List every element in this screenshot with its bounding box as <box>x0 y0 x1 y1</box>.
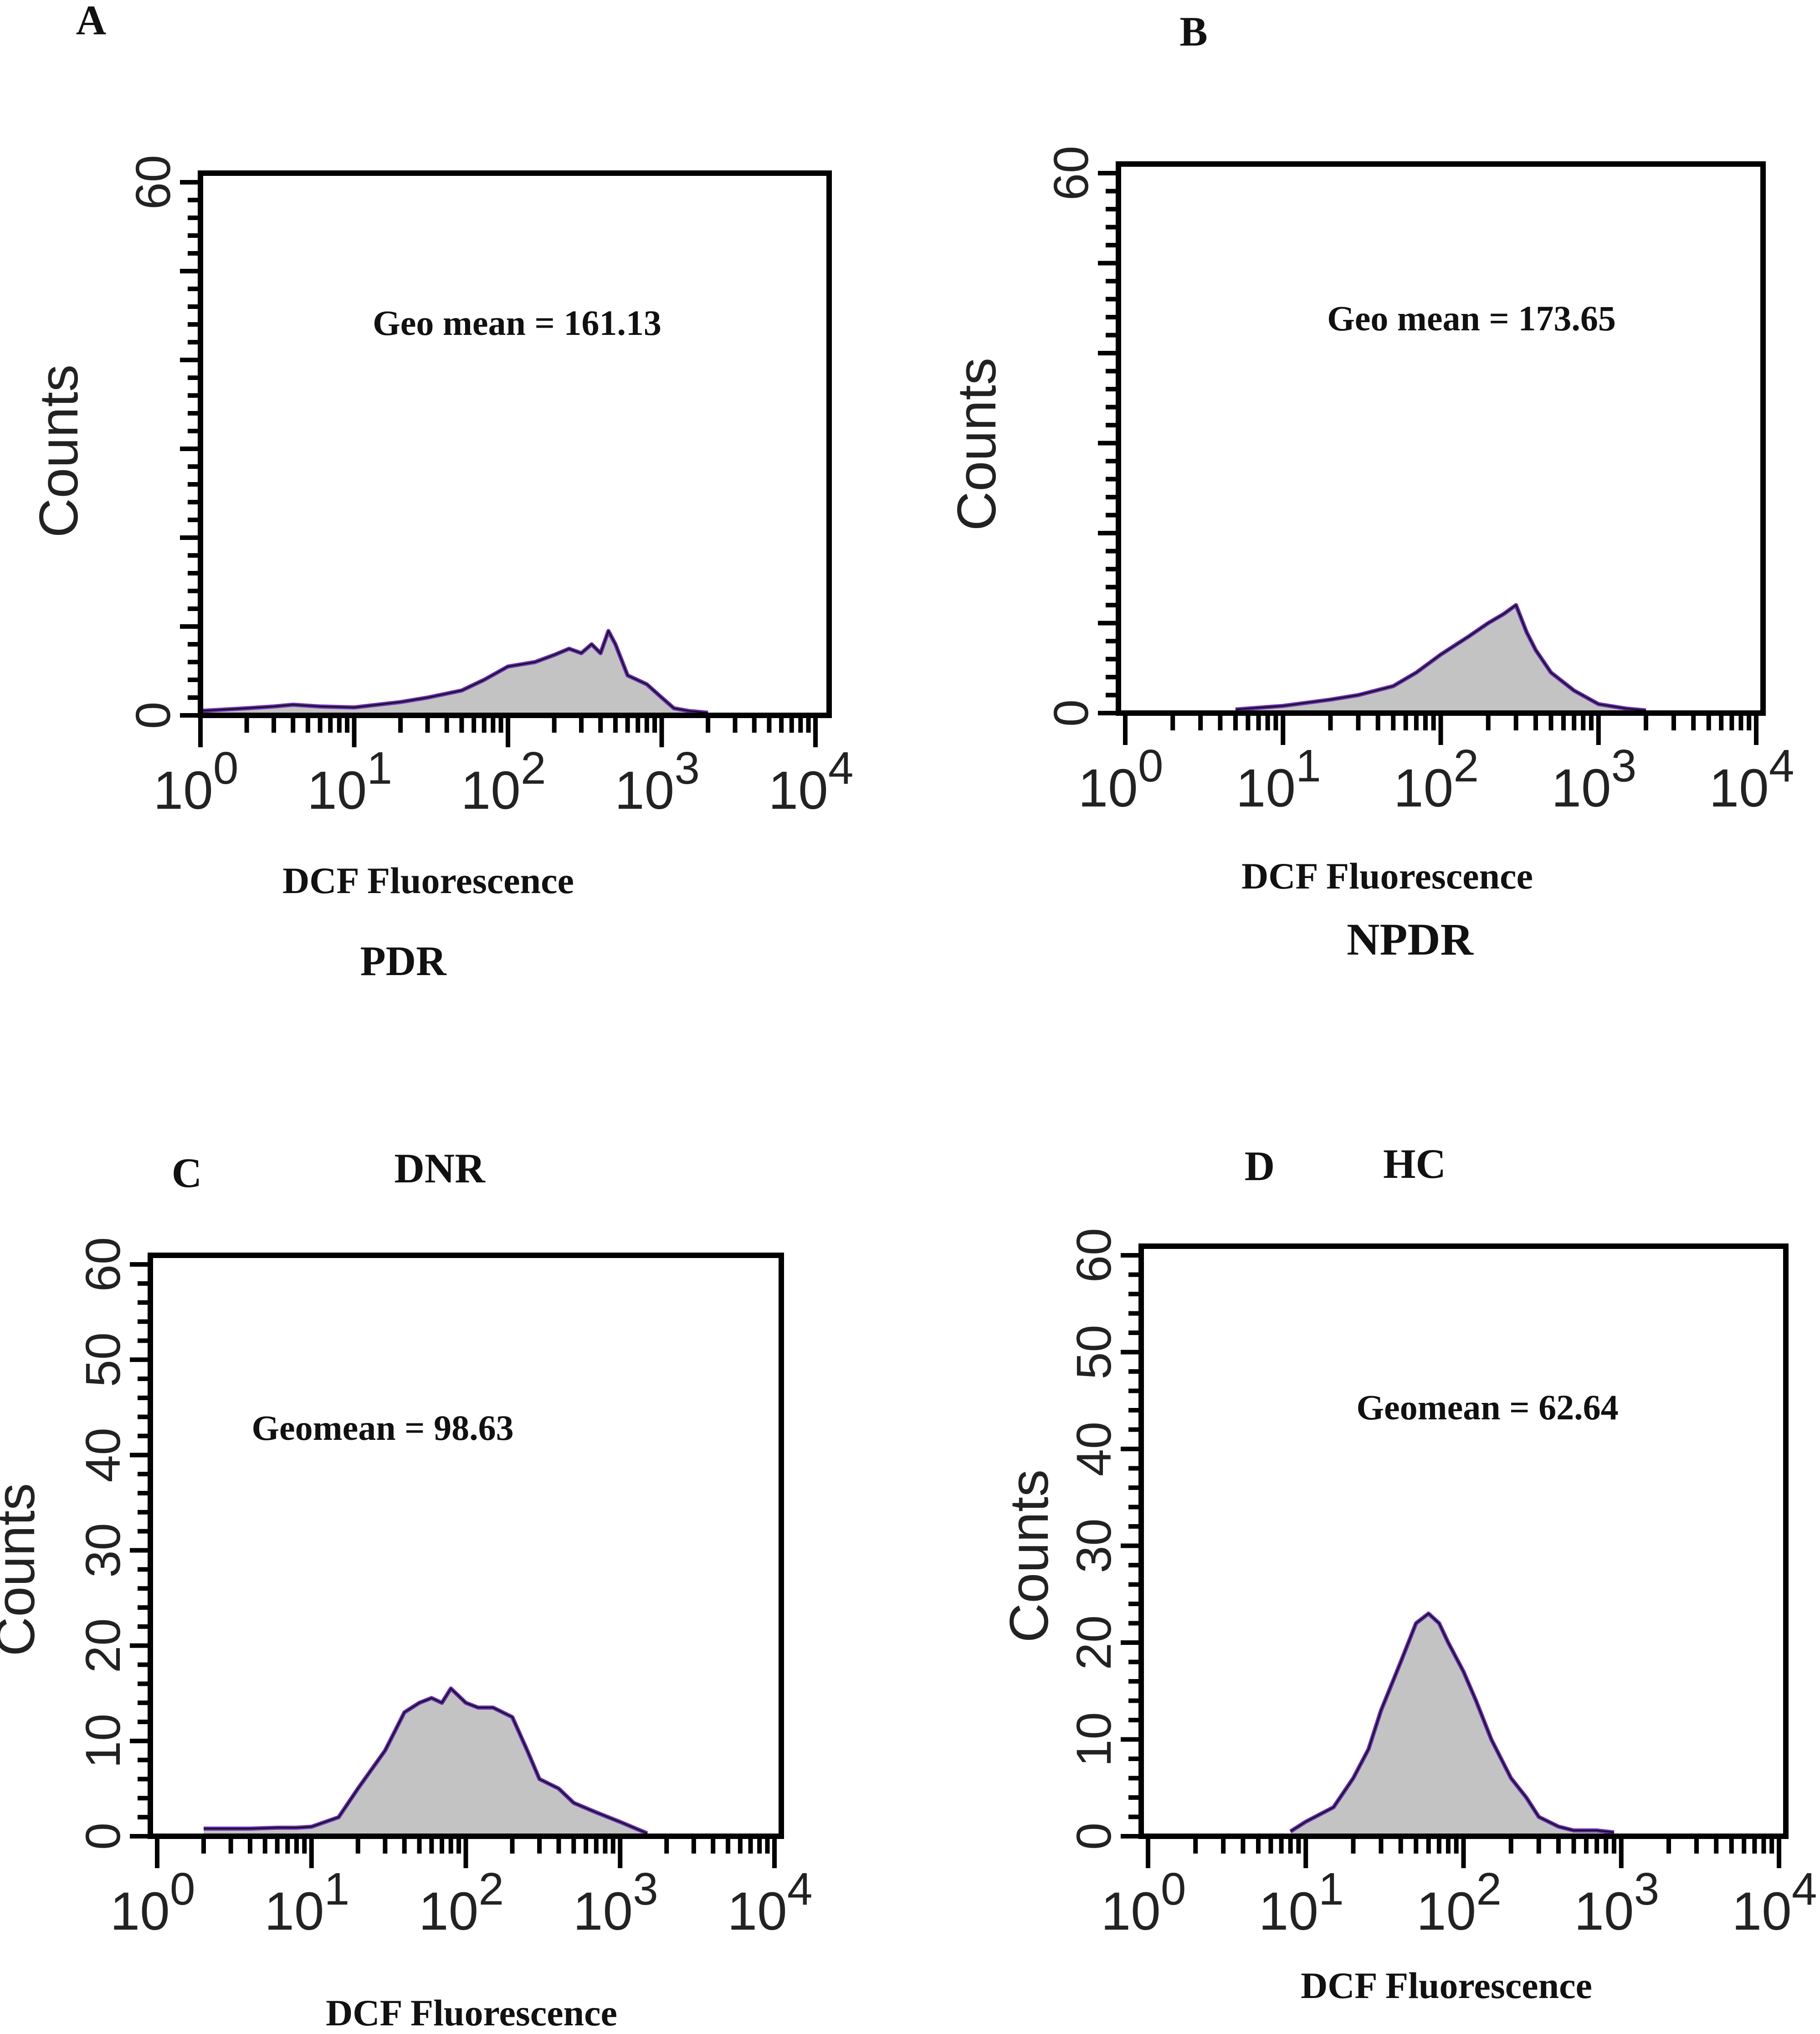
x-tick-label: 103 <box>1551 740 1636 818</box>
panel-letter: C <box>172 1150 202 1196</box>
y-axis-label: Counts <box>0 1483 46 1656</box>
x-axis-label: DCF Fluorescence <box>326 1992 617 2034</box>
x-axis-ticks <box>198 715 818 747</box>
x-axis-ticks <box>1146 1836 1781 1868</box>
x-tick-label: 102 <box>1394 740 1479 818</box>
histogram-edge <box>1235 604 1646 711</box>
y-tick-label: 50 <box>1066 1325 1121 1379</box>
x-tick-label: 101 <box>307 743 392 821</box>
y-axis-ticks <box>130 1262 150 1839</box>
x-tick-label: 101 <box>1259 1864 1344 1942</box>
y-tick-label: 30 <box>1066 1518 1121 1573</box>
group-label: HC <box>1383 1140 1446 1187</box>
plot-frame <box>1116 161 1766 716</box>
x-tick-label: 104 <box>1732 1864 1817 1942</box>
y-axis-label: Counts <box>999 1469 1060 1643</box>
y-tick-label: 10 <box>1066 1712 1121 1767</box>
y-axis-label: Counts <box>28 365 89 538</box>
y-axis-label: Counts <box>946 358 1007 531</box>
chart-panel-c: C DNR 100 101 102 103 104 0 10 20 30 40 50 60 Counts DC… <box>0 1145 812 2034</box>
x-tick-label: 103 <box>615 743 700 821</box>
y-axis-ticks <box>1121 1253 1141 1839</box>
y-tick-label: 40 <box>75 1428 130 1482</box>
x-tick-label: 104 <box>1709 740 1794 818</box>
y-axis-ticks <box>180 180 200 718</box>
y-tick-label: 50 <box>75 1332 130 1387</box>
y-tick-label: 0 <box>75 1823 130 1850</box>
x-tick-label: 101 <box>1236 740 1321 818</box>
chart-panel-d: D HC 100 101 102 103 104 0 10 20 30 40 50 60 Counts DCF… <box>999 1140 1817 2006</box>
x-tick-label: 104 <box>728 1864 813 1942</box>
x-axis-label: DCF Fluorescence <box>1241 855 1533 897</box>
x-tick-label: 103 <box>1574 1864 1659 1942</box>
x-axis-ticks <box>1123 713 1758 745</box>
y-tick-label: 20 <box>1066 1615 1121 1670</box>
y-tick-label: 30 <box>75 1523 130 1577</box>
histogram-edge <box>1290 1613 1615 1833</box>
panel-letter: B <box>1179 8 1207 55</box>
y-tick-label: 20 <box>75 1618 130 1673</box>
group-label: NPDR <box>1347 914 1474 965</box>
y-tick-label: 40 <box>1066 1422 1121 1476</box>
geo-mean-annotation: Geomean = 98.63 <box>251 1408 513 1448</box>
y-axis-ticks <box>1098 171 1118 715</box>
histogram-fill <box>204 1688 647 1836</box>
x-tick-label: 103 <box>573 1864 658 1942</box>
panel-letter: A <box>76 0 106 43</box>
plot-frame <box>198 170 832 718</box>
group-label: DNR <box>394 1145 486 1192</box>
histogram-edge <box>204 1688 648 1834</box>
geo-mean-annotation: Geo mean = 161.13 <box>373 303 661 343</box>
histogram-fill <box>1290 1613 1614 1836</box>
y-tick-label: 10 <box>75 1714 130 1768</box>
geo-mean-annotation: Geo mean = 173.65 <box>1327 298 1616 338</box>
x-tick-label: 100 <box>1078 740 1164 818</box>
y-tick-label: 0 <box>1043 699 1098 727</box>
x-tick-label: 101 <box>264 1864 349 1942</box>
x-tick-label: 102 <box>1416 1864 1502 1942</box>
group-label: PDR <box>360 938 447 984</box>
y-tick-label: 0 <box>125 702 180 729</box>
y-tick-label: 60 <box>75 1237 130 1292</box>
y-tick-label: 60 <box>1066 1228 1121 1283</box>
y-tick-label: 60 <box>125 155 180 210</box>
x-tick-label: 102 <box>461 743 546 821</box>
x-axis-ticks <box>155 1836 777 1868</box>
x-tick-label: 100 <box>110 1864 195 1942</box>
x-tick-label: 104 <box>769 743 854 821</box>
x-tick-label: 102 <box>419 1864 504 1942</box>
chart-panel-b: B NPDR 100 101 102 103 104 0 60 Counts DCF Fluores… <box>946 8 1794 965</box>
y-tick-label: 60 <box>1043 146 1098 200</box>
geo-mean-annotation: Geomean = 62.64 <box>1356 1387 1618 1427</box>
y-tick-label: 0 <box>1066 1823 1121 1850</box>
chart-panel-a: A PDR 100 101 102 103 104 0 60 Counts DCF Fluoresc… <box>28 0 853 984</box>
x-axis-label: DCF Fluorescence <box>1301 1965 1592 2006</box>
x-axis-label: DCF Fluorescence <box>282 860 574 901</box>
histogram-edge <box>200 630 708 714</box>
histogram-fill <box>1236 605 1646 713</box>
x-tick-label: 100 <box>154 743 239 821</box>
x-tick-label: 100 <box>1101 1864 1186 1942</box>
histogram-fill <box>200 631 708 715</box>
panel-letter: D <box>1245 1143 1275 1189</box>
